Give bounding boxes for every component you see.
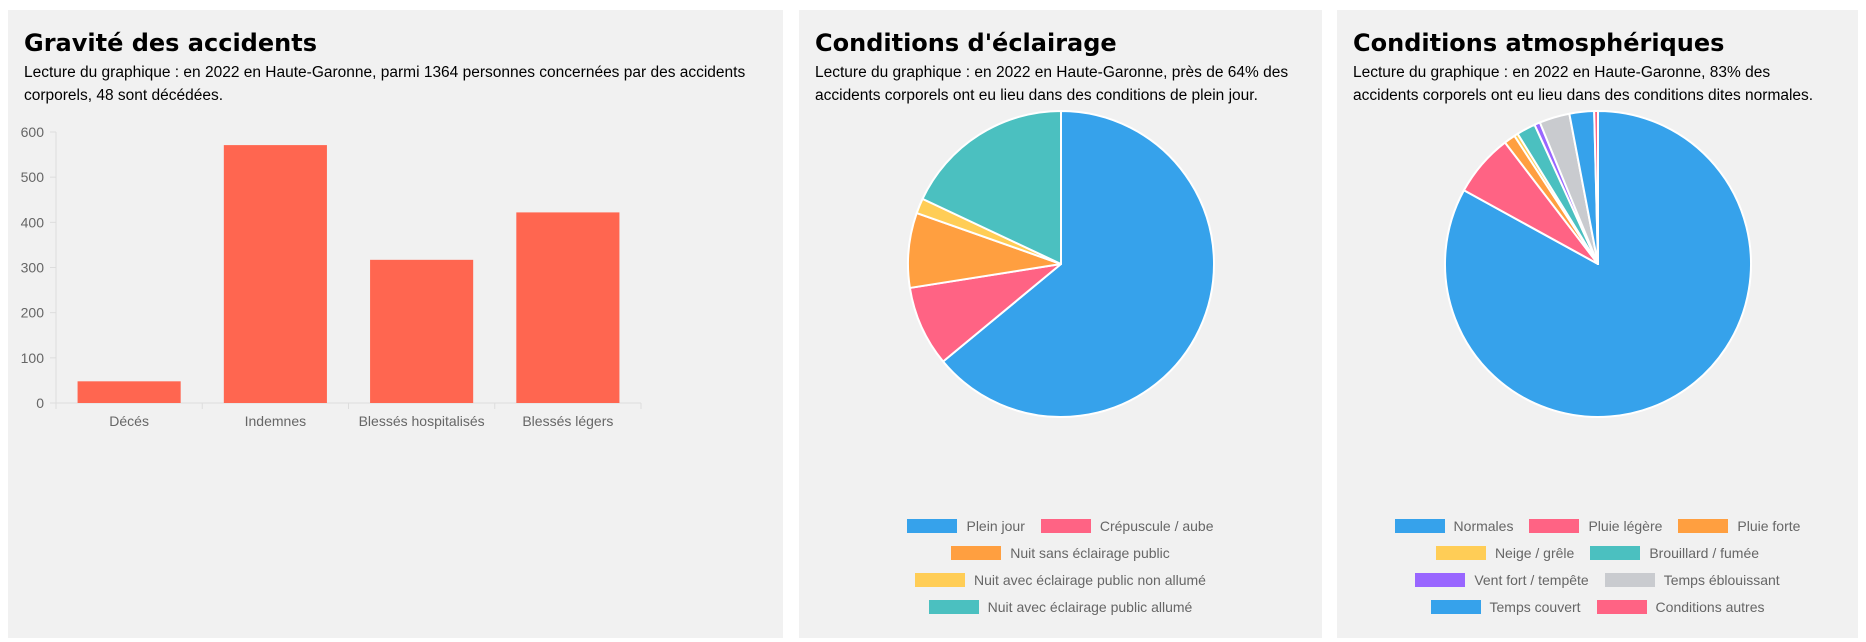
legend-item[interactable]: Plein jour (907, 515, 1025, 537)
x-tick-label: Décés (109, 413, 149, 429)
y-tick-label: 400 (21, 214, 45, 230)
legend-item[interactable]: Normales (1394, 515, 1514, 537)
y-tick-label: 0 (36, 395, 44, 411)
legend-swatch (1529, 519, 1580, 533)
legend-swatch (915, 573, 966, 587)
bar[interactable] (77, 381, 181, 403)
chart-title: Gravité des accidents (24, 29, 317, 57)
legend-label: Pluie forte (1737, 518, 1801, 534)
legend-item[interactable]: Pluie légère (1529, 515, 1662, 537)
legend-item[interactable]: Nuit avec éclairage public non allumé (915, 569, 1206, 591)
legend-swatch (1596, 600, 1647, 614)
legend-label: Nuit sans éclairage public (1010, 545, 1170, 561)
legend-label: Vent fort / tempête (1474, 572, 1589, 588)
chart-title: Conditions d'éclairage (815, 29, 1117, 57)
chart-legend: Plein jour Crépuscule / aube Nuit sans écl… (799, 515, 1322, 618)
bar[interactable] (516, 212, 620, 403)
legend-item[interactable]: Temps couvert (1430, 596, 1581, 618)
legend-item[interactable]: Nuit avec éclairage public allumé (928, 596, 1193, 618)
panel-atmospheriques: Conditions atmosphériques Lecture du gra… (1337, 10, 1858, 638)
legend-swatch (907, 519, 958, 533)
legend-swatch (1415, 573, 1466, 587)
legend-item[interactable]: Pluie forte (1678, 515, 1800, 537)
pie-slice[interactable] (921, 110, 1062, 265)
legend-item[interactable]: Crépuscule / aube (1040, 515, 1214, 537)
bar-chart: 0 100 200 300 400 500 600 Décés Indemnes Blessés … (21, 124, 642, 429)
legend-label: Plein jour (966, 518, 1025, 534)
legend-swatch (951, 546, 1002, 560)
legend-swatch (1590, 546, 1641, 560)
x-tick-label: Blessés légers (522, 413, 613, 429)
legend-item[interactable]: Conditions autres (1596, 596, 1765, 618)
pie-slice[interactable] (1593, 109, 1599, 265)
chart-description: Lecture du graphique : en 2022 en Haute-… (1353, 64, 1814, 104)
x-tick-label: Blessés hospitalisés (359, 413, 485, 429)
legend-label: Nuit avec éclairage public non allumé (974, 572, 1206, 588)
legend-label: Normales (1453, 518, 1514, 534)
y-tick-label: 300 (21, 260, 45, 276)
legend-item[interactable]: Vent fort / tempête (1415, 569, 1589, 591)
pie-chart-atmospheriques (1444, 109, 1752, 418)
legend-label: Temps couvert (1489, 599, 1581, 615)
legend-label: Neige / grêle (1494, 545, 1575, 561)
legend-swatch (1430, 600, 1481, 614)
legend-label: Temps éblouissant (1663, 572, 1780, 588)
legend-label: Nuit avec éclairage public allumé (987, 599, 1193, 615)
legend-item[interactable]: Neige / grêle (1435, 542, 1575, 564)
chart-description: Lecture du graphique : en 2022 en Haute-… (24, 64, 746, 104)
legend-swatch (1604, 573, 1655, 587)
y-tick-label: 600 (21, 124, 45, 140)
chart-title: Conditions atmosphériques (1353, 29, 1725, 57)
legend-label: Brouillard / fumée (1649, 545, 1760, 561)
bar[interactable] (370, 259, 474, 403)
legend-item[interactable]: Nuit sans éclairage public (951, 542, 1170, 564)
pie-chart-eclairage (907, 110, 1215, 418)
y-tick-label: 100 (21, 350, 45, 366)
pie-slice[interactable] (942, 110, 1215, 418)
legend-swatch (1040, 519, 1091, 533)
panel-eclairage: Conditions d'éclairage Lecture du graphi… (799, 10, 1322, 638)
legend-swatch (1394, 519, 1445, 533)
legend-label: Conditions autres (1655, 599, 1765, 615)
panel-gravite: Gravité des accidents Lecture du graphiq… (8, 10, 783, 638)
bar[interactable] (223, 145, 327, 403)
legend-label: Pluie légère (1588, 518, 1663, 534)
legend-swatch (1435, 546, 1486, 560)
chart-legend: Normales Pluie légère Pluie forte Neige / g… (1337, 515, 1858, 618)
legend-swatch (928, 600, 979, 614)
legend-item[interactable]: Brouillard / fumée (1590, 542, 1759, 564)
chart-description: Lecture du graphique : en 2022 en Haute-… (815, 64, 1289, 104)
legend-label: Crépuscule / aube (1099, 518, 1214, 534)
y-tick-label: 200 (21, 305, 45, 321)
legend-swatch (1678, 519, 1729, 533)
legend-item[interactable]: Temps éblouissant (1604, 569, 1780, 591)
x-tick-label: Indemnes (245, 413, 306, 429)
y-tick-label: 500 (21, 169, 45, 185)
